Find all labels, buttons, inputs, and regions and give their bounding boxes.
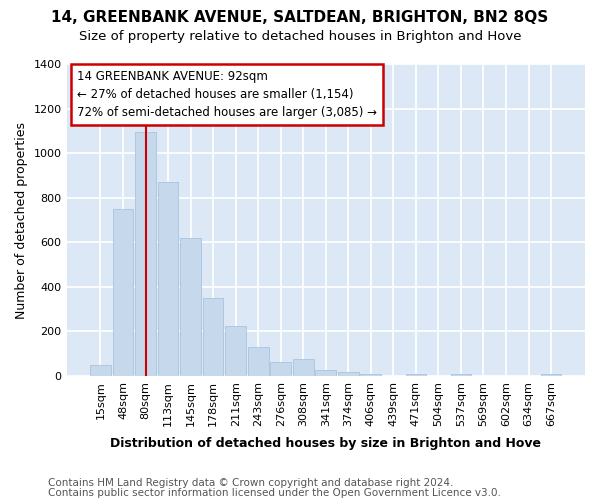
Bar — [158, 182, 178, 376]
Bar — [90, 365, 111, 376]
Bar — [180, 238, 201, 376]
Bar — [338, 372, 359, 376]
Bar — [203, 298, 223, 376]
Bar — [271, 362, 291, 376]
Bar — [361, 374, 381, 376]
Bar — [113, 209, 133, 376]
Y-axis label: Number of detached properties: Number of detached properties — [15, 122, 28, 318]
Bar — [225, 326, 246, 376]
Text: Contains HM Land Registry data © Crown copyright and database right 2024.: Contains HM Land Registry data © Crown c… — [48, 478, 454, 488]
Bar — [248, 347, 269, 376]
Bar — [451, 374, 472, 376]
Bar — [541, 374, 562, 376]
X-axis label: Distribution of detached houses by size in Brighton and Hove: Distribution of detached houses by size … — [110, 437, 541, 450]
Bar — [135, 132, 156, 376]
Text: 14, GREENBANK AVENUE, SALTDEAN, BRIGHTON, BN2 8QS: 14, GREENBANK AVENUE, SALTDEAN, BRIGHTON… — [52, 10, 548, 25]
Text: Contains public sector information licensed under the Open Government Licence v3: Contains public sector information licen… — [48, 488, 501, 498]
Bar — [293, 360, 314, 376]
Text: Size of property relative to detached houses in Brighton and Hove: Size of property relative to detached ho… — [79, 30, 521, 43]
Text: 14 GREENBANK AVENUE: 92sqm
← 27% of detached houses are smaller (1,154)
72% of s: 14 GREENBANK AVENUE: 92sqm ← 27% of deta… — [77, 70, 377, 119]
Bar — [316, 370, 336, 376]
Bar — [406, 374, 426, 376]
